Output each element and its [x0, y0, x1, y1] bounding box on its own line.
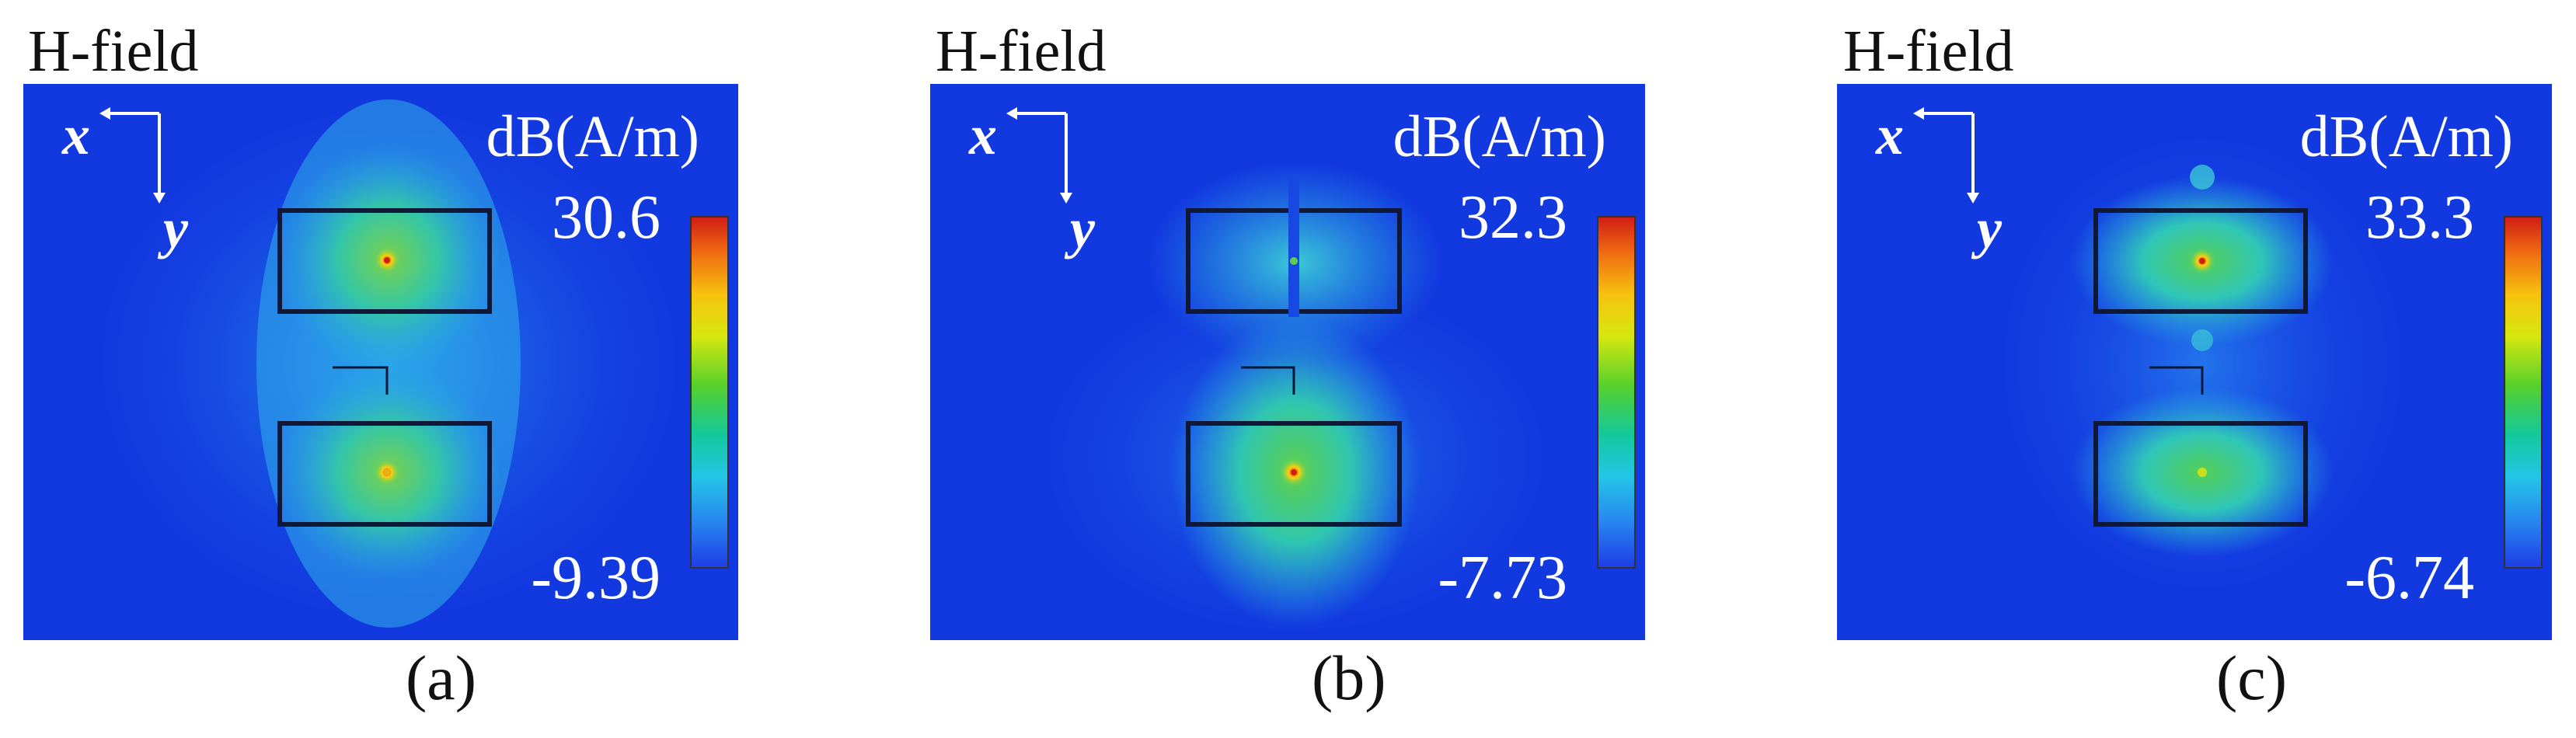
axis-indicator-a: x y: [62, 107, 218, 286]
field-distribution-c: [1969, 99, 2435, 628]
axis-y-label: y: [163, 197, 188, 259]
field-map-b: x y dB(A/m) 32.3 -7.73: [930, 84, 1645, 640]
field-map-a: x y dB(A/m) 30.6 -9.39: [23, 84, 738, 640]
colorbar-max-c: 33.3: [2365, 183, 2474, 252]
caption-c: (c): [2216, 642, 2288, 713]
colorbar-max-b: 32.3: [1459, 183, 1567, 252]
axis-y-label: y: [1070, 197, 1095, 259]
colorbar-c: [2504, 216, 2543, 569]
colorbar-min-a: -9.39: [531, 544, 661, 612]
caption-b: (b): [1312, 642, 1386, 713]
colorbar-b: [1597, 216, 1636, 569]
panel-b-title: H-field: [936, 19, 1107, 84]
axis-x-label: x: [62, 104, 90, 166]
unit-label-b: dB(A/m): [1393, 104, 1606, 169]
colorbar-max-a: 30.6: [552, 183, 661, 252]
axis-indicator-b: x y: [969, 107, 1124, 286]
colorbar-min-c: -6.74: [2344, 544, 2474, 612]
axis-y-label: y: [1977, 197, 2002, 259]
panel-c-title: H-field: [1843, 19, 2014, 84]
unit-label-c: dB(A/m): [2299, 104, 2513, 169]
unit-label-a: dB(A/m): [486, 104, 699, 169]
caption-a: (a): [406, 642, 477, 713]
axis-x-label: x: [969, 104, 997, 166]
colorbar-min-b: -7.73: [1438, 544, 1567, 612]
colorbar-a: [690, 216, 729, 569]
panel-a-title: H-field: [28, 19, 199, 84]
field-distribution-a: [62, 84, 715, 640]
axis-indicator-c: x y: [1876, 107, 2031, 286]
axis-x-label: x: [1876, 104, 1904, 166]
field-distribution-b: [1008, 162, 1583, 640]
field-map-c: x y dB(A/m) 33.3 -6.74: [1837, 84, 2552, 640]
